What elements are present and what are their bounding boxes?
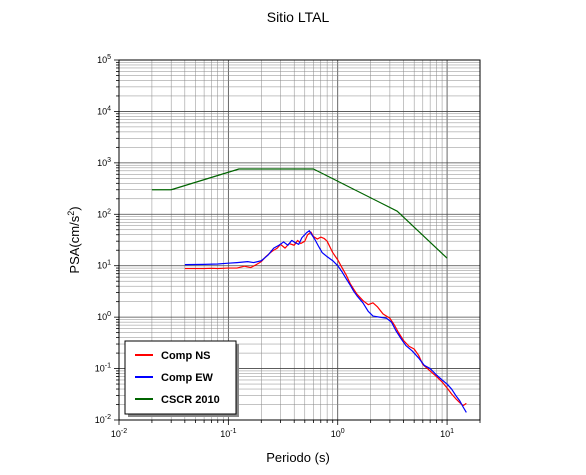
- y-tick-label: 100: [97, 311, 111, 322]
- grid: [118, 59, 481, 421]
- x-tick-label: 10-1: [220, 428, 236, 439]
- y-tick-label: 105: [97, 54, 111, 65]
- series-line-3: [151, 168, 448, 259]
- x-tick-label: 101: [440, 428, 454, 439]
- y-axis-title: PSA(cm/s2): [66, 206, 82, 273]
- x-tick-labels: 10-2 10-1 100 101: [111, 428, 454, 439]
- y-tick-label: 102: [97, 208, 111, 219]
- x-axis-title: Periodo (s): [266, 450, 330, 465]
- y-axis-title-end: ): [67, 206, 82, 210]
- series-lines: [151, 168, 467, 413]
- legend-label: Comp EW: [161, 372, 214, 384]
- y-axis-title-main: PSA(cm/s: [67, 215, 82, 273]
- x-tick-label: 10-2: [111, 428, 127, 439]
- y-tick-label: 103: [97, 157, 111, 168]
- y-tick-label: 10-1: [95, 363, 111, 374]
- x-tick-label: 100: [331, 428, 345, 439]
- chart-title: Sitio LTAL: [267, 9, 330, 25]
- series-line-2: [184, 230, 467, 413]
- legend-label: Comp NS: [161, 350, 211, 362]
- legend-label: CSCR 2010: [161, 394, 220, 406]
- y-tick-label: 10-2: [95, 414, 111, 425]
- plot-frame: [118, 59, 481, 421]
- y-axis-title-sup: 2: [66, 211, 76, 216]
- y-tick-label: 104: [97, 105, 111, 116]
- y-tick-label: 101: [97, 260, 111, 271]
- y-tick-labels: 10-2 10-1 100 101 102 103 104 105: [95, 54, 111, 425]
- legend: Comp NS Comp EW CSCR 2010: [124, 340, 239, 417]
